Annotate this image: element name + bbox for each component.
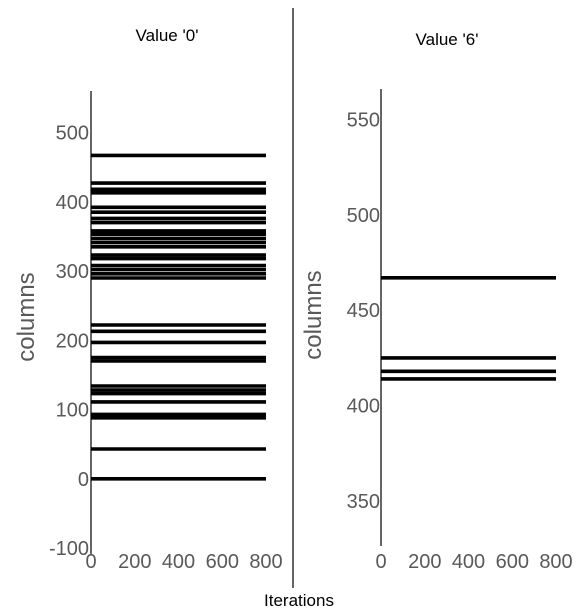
y-tick-label: 450	[347, 300, 380, 322]
series-lines	[381, 275, 556, 381]
y-axis-label: columns	[300, 270, 327, 359]
x-tick-label: 0	[85, 551, 96, 573]
y-tick-label: 200	[56, 330, 89, 352]
x-tick-label: 400	[162, 551, 195, 573]
x-tick-label: 200	[118, 551, 151, 573]
y-tick-label: 400	[56, 192, 89, 214]
y-tick-labels: -100 0 100 200 300 400 500	[49, 123, 89, 561]
y-tick-label: 500	[56, 123, 89, 145]
y-tick-label: 400	[347, 396, 380, 418]
y-tick-label: 100	[56, 400, 89, 422]
x-tick-label: 400	[452, 551, 485, 573]
x-tick-label: 600	[206, 551, 239, 573]
y-tick-label: 550	[347, 110, 380, 132]
y-tick-label: 350	[347, 491, 380, 513]
x-tick-label: 800	[249, 551, 282, 573]
chart-title: Value '6'	[416, 30, 479, 49]
y-axis-label: columns	[13, 272, 40, 361]
y-tick-label: 300	[56, 261, 89, 283]
y-tick-label: 0	[78, 469, 89, 491]
x-tick-label: 800	[539, 551, 572, 573]
x-tick-label: 600	[496, 551, 529, 573]
chart-value-0: Value '0' columns 0 200 400 600 800 -1000100…	[13, 26, 283, 573]
y-tick-labels: 350 400 450 500 550	[347, 110, 380, 514]
x-tick-label: 0	[375, 551, 386, 573]
chart-value-6: Value '6' columns 0 200 400 600 800 350 400 45…	[300, 30, 573, 573]
y-tick-label: -100	[49, 538, 89, 560]
x-axis-label: Iterations	[264, 591, 334, 610]
series-lines	[91, 153, 266, 481]
y-tick-label: 500	[347, 205, 380, 227]
x-tick-labels: 0 200 400 600 800	[375, 551, 572, 573]
x-tick-labels: 0 200 400 600 800	[85, 551, 282, 573]
chart-title: Value '0'	[136, 26, 199, 45]
x-tick-label: 200	[408, 551, 441, 573]
